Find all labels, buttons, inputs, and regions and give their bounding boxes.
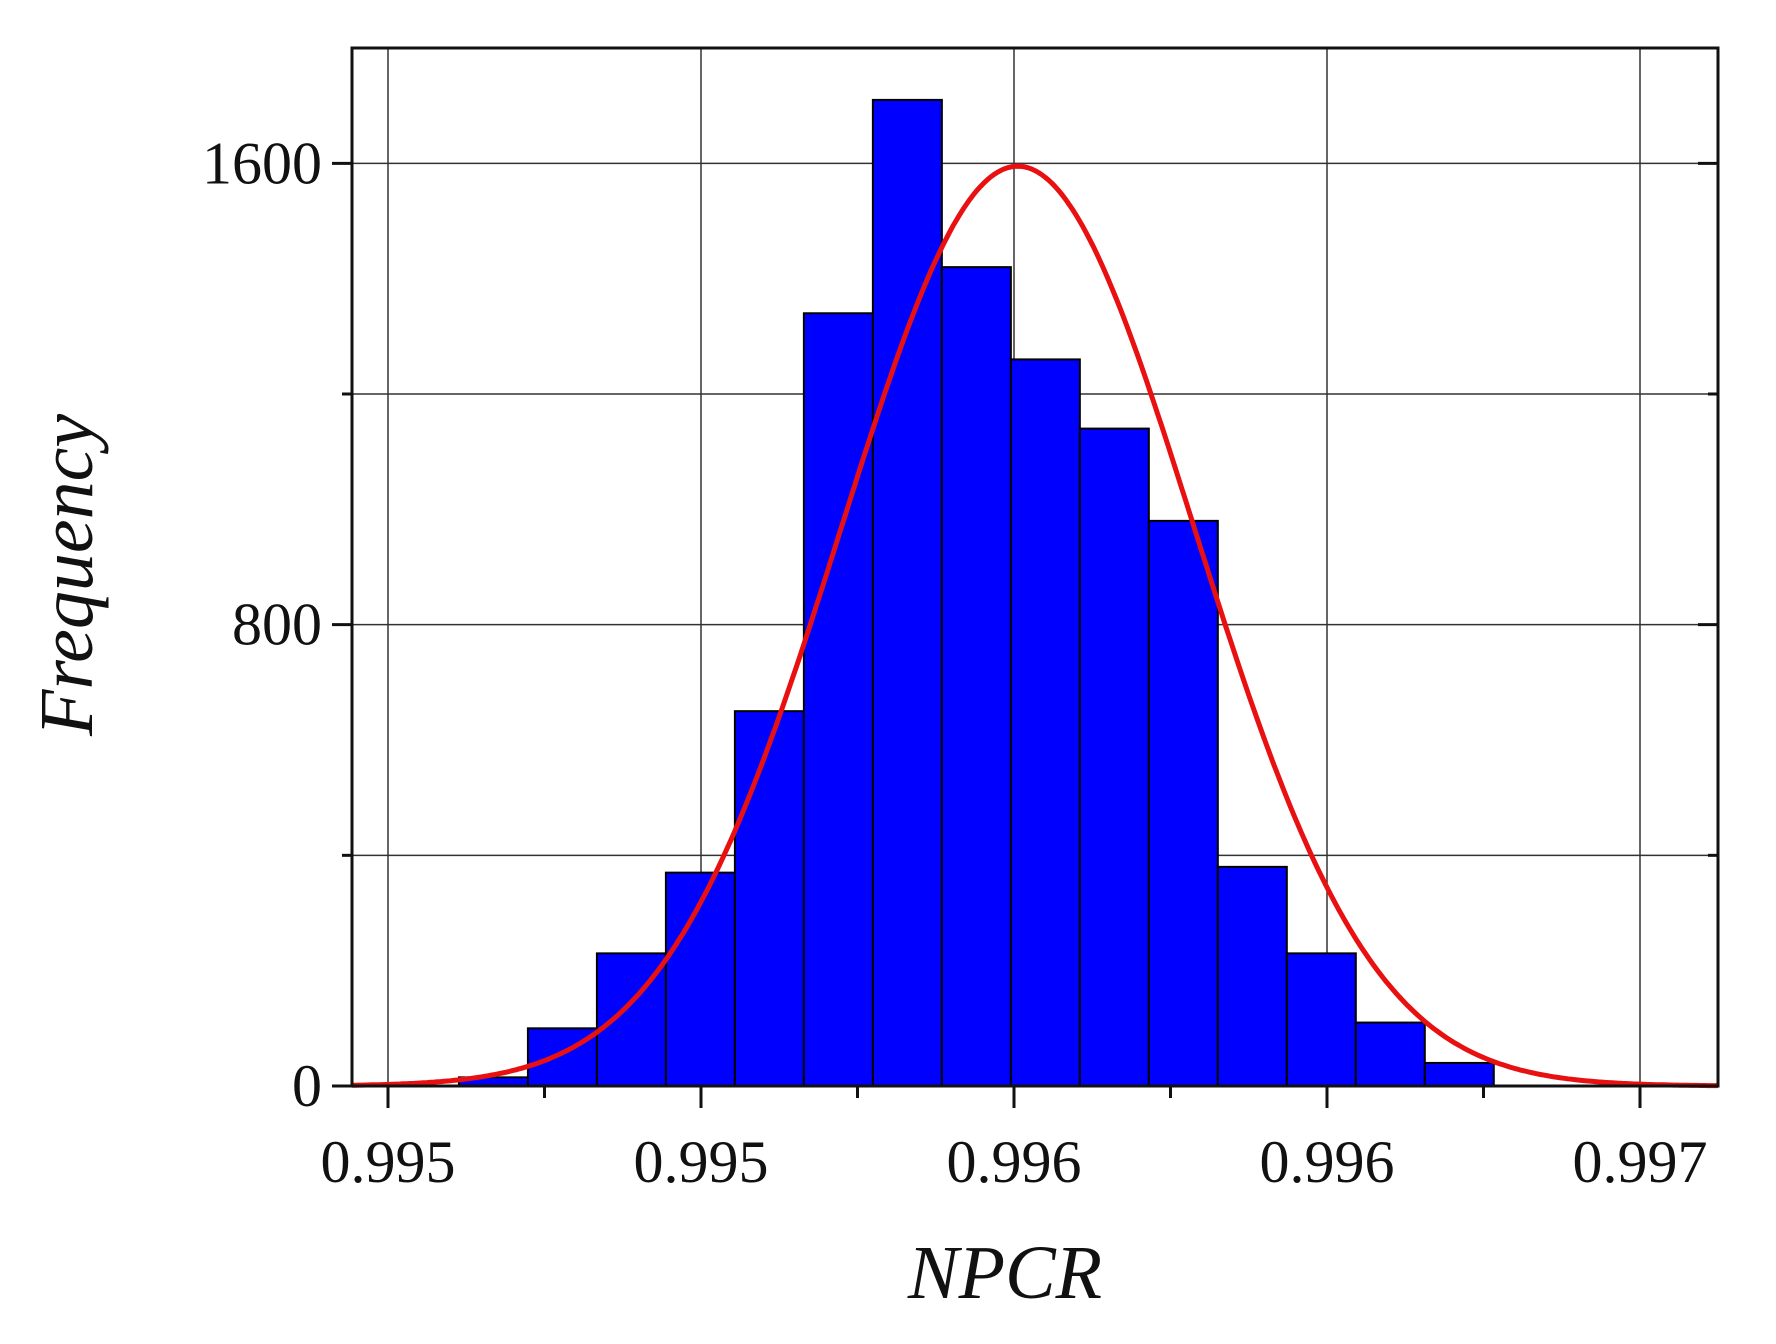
x-tick-label: 0.997 xyxy=(1573,1129,1708,1195)
histogram-bar xyxy=(1147,519,1219,1087)
normal-fit-curve xyxy=(352,163,1718,1089)
histogram-bar xyxy=(940,266,1012,1087)
x-tick-label: 0.996 xyxy=(1260,1129,1395,1195)
x-axis-title: NPCR xyxy=(907,1231,1102,1315)
histogram-bar xyxy=(733,710,805,1088)
x-tick-label: 0.996 xyxy=(947,1129,1082,1195)
plot-frame xyxy=(350,46,1720,1088)
histogram-bar xyxy=(1009,358,1081,1087)
histogram-bar xyxy=(1354,1021,1426,1087)
histogram-bar xyxy=(1216,865,1288,1087)
histogram-bar xyxy=(1078,427,1150,1088)
y-tick-label: 1600 xyxy=(202,130,322,196)
histogram-bar xyxy=(595,952,667,1087)
histogram-bar xyxy=(1423,1061,1495,1088)
y-tick-labels: 0 800 1600 xyxy=(202,130,322,1119)
curve-layer xyxy=(352,163,1718,1089)
x-tick-labels: 0.995 0.995 0.996 0.996 0.997 xyxy=(321,1129,1708,1195)
x-tick-label: 0.995 xyxy=(321,1129,456,1195)
histogram-bar xyxy=(1285,952,1357,1087)
y-axis-title: Frequency xyxy=(25,414,109,737)
bars-layer xyxy=(457,98,1495,1088)
y-tick-label: 800 xyxy=(232,592,322,658)
histogram-bar xyxy=(871,98,943,1087)
ticks-layer xyxy=(332,161,1718,1108)
x-tick-label: 0.995 xyxy=(634,1129,769,1195)
y-tick-label: 0 xyxy=(292,1053,322,1119)
histogram-bar xyxy=(802,312,874,1087)
